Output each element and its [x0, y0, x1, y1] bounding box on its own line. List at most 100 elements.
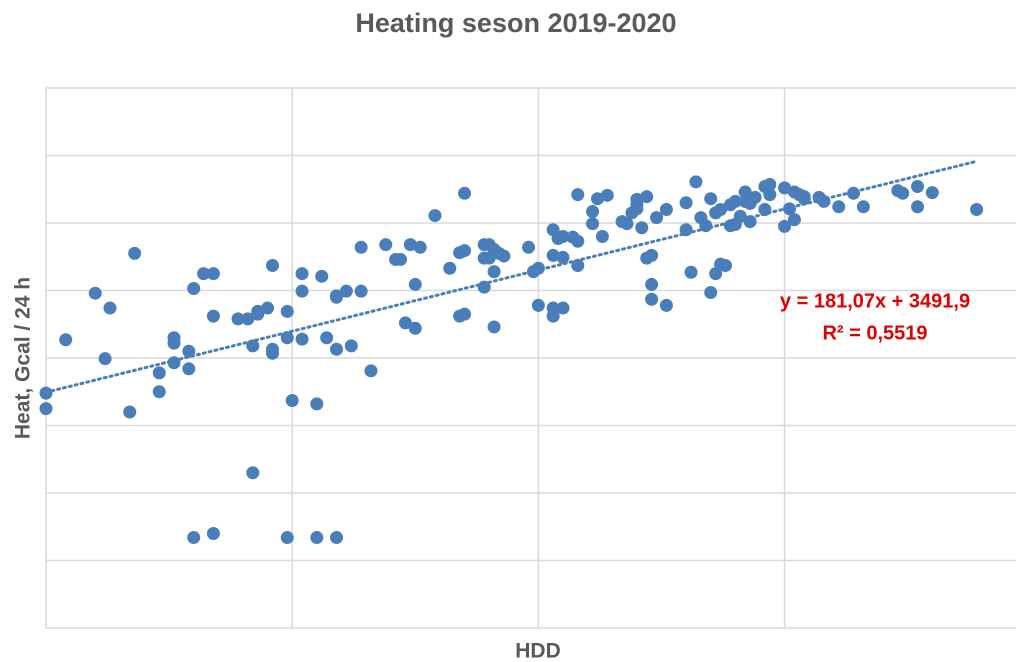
point	[280, 331, 294, 345]
point	[187, 281, 201, 295]
chart-title: Heating seson 2019-2020	[355, 8, 676, 38]
point	[339, 284, 353, 298]
point	[832, 200, 846, 214]
point	[261, 301, 275, 315]
point	[556, 230, 570, 243]
point	[522, 240, 536, 254]
point	[364, 364, 378, 378]
point	[748, 190, 762, 204]
point	[689, 175, 703, 189]
point	[487, 265, 501, 279]
point	[152, 366, 166, 380]
point	[970, 203, 984, 216]
point	[123, 405, 137, 419]
point	[714, 203, 728, 216]
point	[206, 267, 220, 281]
point	[246, 466, 260, 480]
point	[428, 209, 442, 223]
point	[659, 203, 673, 216]
point	[408, 277, 422, 291]
point	[728, 194, 742, 208]
trendline	[44, 159, 979, 394]
point	[620, 217, 634, 231]
point	[738, 185, 752, 199]
point	[458, 244, 472, 258]
point	[704, 192, 718, 206]
point	[206, 309, 220, 323]
x-axis-label: HDD	[515, 640, 561, 662]
point	[704, 286, 718, 300]
point	[206, 527, 220, 540]
point	[167, 336, 181, 350]
point	[645, 277, 659, 291]
point	[408, 321, 422, 335]
point	[679, 196, 693, 210]
point	[571, 234, 585, 248]
point	[344, 339, 358, 353]
point	[251, 304, 265, 318]
point	[310, 397, 324, 411]
point	[182, 362, 196, 376]
point	[295, 284, 309, 298]
point	[640, 190, 654, 204]
point	[354, 284, 368, 298]
point	[320, 331, 334, 345]
point	[718, 259, 732, 273]
point	[600, 188, 614, 202]
point	[295, 267, 309, 281]
trend-r-squared: R² = 0,5519	[822, 322, 927, 344]
point	[330, 531, 344, 545]
point	[285, 394, 299, 408]
point	[571, 259, 585, 273]
point	[458, 307, 472, 321]
point	[659, 298, 673, 312]
point	[280, 531, 294, 545]
point	[280, 304, 294, 318]
point	[586, 205, 600, 219]
point	[856, 200, 870, 214]
point	[477, 280, 491, 294]
point	[595, 230, 609, 243]
point	[531, 298, 545, 312]
point	[458, 186, 472, 200]
point	[497, 249, 511, 263]
point	[398, 316, 412, 330]
point	[645, 292, 659, 306]
point	[354, 240, 368, 254]
point	[265, 259, 279, 273]
point	[650, 211, 664, 225]
point	[59, 333, 73, 347]
point	[571, 188, 585, 202]
point	[911, 200, 925, 214]
point	[635, 221, 649, 235]
point	[763, 178, 777, 192]
point	[630, 192, 644, 206]
point	[487, 320, 501, 334]
point	[896, 186, 910, 200]
point	[763, 188, 777, 202]
point	[546, 248, 560, 262]
point	[546, 301, 560, 315]
point	[684, 265, 698, 279]
point	[295, 332, 309, 346]
point	[645, 248, 659, 262]
point	[590, 192, 604, 206]
point	[443, 261, 457, 275]
point	[413, 240, 427, 254]
point	[315, 269, 329, 283]
point	[330, 290, 344, 304]
point	[586, 217, 600, 231]
point	[241, 312, 255, 326]
point	[556, 301, 570, 315]
point	[394, 252, 408, 266]
point	[103, 301, 117, 315]
point	[310, 531, 324, 545]
point	[88, 286, 102, 300]
point	[98, 352, 112, 366]
point	[379, 238, 393, 252]
point	[231, 312, 245, 326]
y-axis-label: Heat, Gcal / 24 h	[12, 277, 35, 439]
point	[182, 344, 196, 358]
point	[925, 186, 939, 200]
